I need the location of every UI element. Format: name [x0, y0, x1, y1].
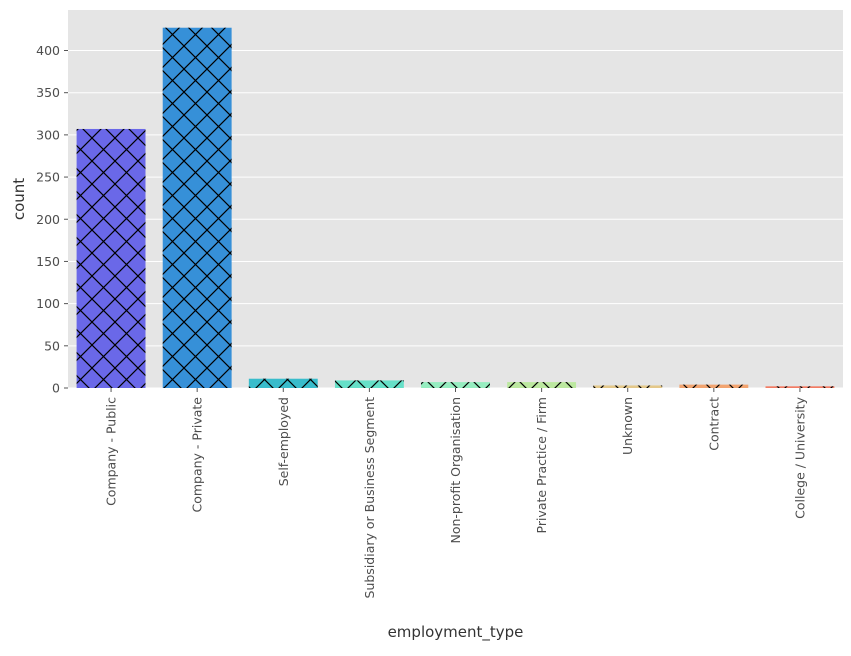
x-tick-label: Private Practice / Firm — [534, 397, 549, 534]
y-tick-label: 50 — [44, 338, 60, 353]
y-axis-label: count — [10, 178, 28, 220]
bar-hatch — [334, 380, 404, 388]
y-tick-label: 350 — [36, 85, 60, 100]
x-tick-label: Subsidiary or Business Segment — [362, 397, 377, 599]
bar — [334, 380, 404, 388]
bar — [765, 386, 835, 388]
bar — [679, 384, 749, 388]
bar-hatch — [765, 386, 835, 388]
y-tick-label: 150 — [36, 254, 60, 269]
y-tick-label: 100 — [36, 296, 60, 311]
bar — [248, 378, 318, 388]
x-tick-label: College / University — [792, 396, 807, 518]
bar — [76, 128, 146, 388]
y-axis-ticks: 0 50 100 150 200 250 300 350 400 — [36, 43, 68, 396]
x-tick-label: Company - Public — [104, 397, 119, 506]
bar-hatch — [76, 128, 146, 388]
bar-hatch — [421, 382, 490, 388]
x-tick-label: Unknown — [620, 397, 635, 455]
x-tick-label: Self-employed — [276, 397, 291, 486]
x-axis-ticks: Company - Public Company - Private Self-em… — [104, 388, 807, 599]
x-tick-label: Company - Private — [190, 397, 205, 513]
y-tick-label: 400 — [36, 43, 60, 58]
x-tick-label: Contract — [706, 397, 721, 451]
bar-hatch — [593, 385, 663, 388]
bar — [421, 382, 490, 388]
y-tick-label: 250 — [36, 170, 60, 185]
y-tick-label: 200 — [36, 212, 60, 227]
x-tick-label: Non-profit Organisation — [448, 397, 463, 544]
bar-hatch — [507, 382, 577, 388]
bar — [162, 27, 232, 388]
bar-hatch — [248, 378, 318, 388]
bars — [76, 27, 835, 388]
bar-hatch — [679, 384, 749, 388]
bar-hatch — [162, 27, 232, 388]
x-axis-label: employment_type — [388, 623, 524, 642]
y-tick-label: 300 — [36, 127, 60, 142]
y-tick-label: 0 — [52, 381, 60, 396]
bar — [507, 382, 577, 388]
bar — [593, 385, 663, 388]
